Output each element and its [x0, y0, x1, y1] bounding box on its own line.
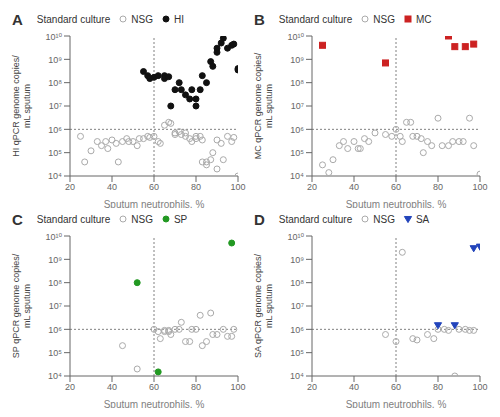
svg-text:100: 100	[472, 182, 487, 192]
svg-text:10⁴: 10⁴	[48, 371, 62, 381]
svg-text:60: 60	[149, 182, 159, 192]
html-text:NSG: NSG	[131, 213, 153, 225]
svg-text:10⁵: 10⁵	[290, 348, 304, 358]
html-text:NSG: NSG	[373, 213, 395, 225]
html-text:SA: SA	[415, 213, 430, 225]
svg-text:10¹⁰: 10¹⁰	[287, 232, 304, 242]
svg-text:Sputum neutrophils, %: Sputum neutrophils, %	[346, 399, 447, 408]
svg-text:100: 100	[230, 182, 245, 192]
svg-text:10⁶: 10⁶	[290, 125, 304, 135]
html-text:Standard culture: Standard culture	[36, 213, 111, 225]
html-text:C: C	[12, 210, 23, 228]
svg-text:Sputum neutrophils, %: Sputum neutrophils, %	[104, 399, 205, 408]
svg-text:Sputum neutrophils, %: Sputum neutrophils, %	[104, 199, 205, 208]
svg-text:60: 60	[391, 382, 401, 392]
svg-text:40: 40	[107, 382, 117, 392]
svg-text:80: 80	[433, 382, 443, 392]
svg-text:10⁵: 10⁵	[290, 148, 304, 158]
svg-text:10⁶: 10⁶	[48, 325, 62, 335]
svg-text:10⁴: 10⁴	[48, 171, 62, 181]
html-text:NSG: NSG	[373, 13, 395, 25]
html-text:Standard culture: Standard culture	[278, 213, 353, 225]
html-text:HI: HI	[173, 13, 184, 25]
svg-text:80: 80	[433, 182, 443, 192]
svg-text:10⁴: 10⁴	[290, 171, 304, 181]
svg-text:10⁸: 10⁸	[290, 78, 304, 88]
svg-text:10¹⁰: 10¹⁰	[45, 32, 62, 42]
svg-text:10⁹: 10⁹	[290, 55, 304, 65]
svg-text:SP qPCR genome copies/mL sputu: SP qPCR genome copies/mL sputum	[11, 253, 32, 358]
svg-text:MC qPCR genome copies/mL sputu: MC qPCR genome copies/mL sputum	[253, 52, 274, 159]
svg-text:10⁹: 10⁹	[290, 255, 304, 265]
svg-text:10⁹: 10⁹	[48, 255, 62, 265]
svg-text:80: 80	[191, 182, 201, 192]
html-text:A: A	[12, 10, 23, 28]
html-text:B: B	[254, 10, 265, 28]
html-text:MC: MC	[415, 13, 432, 25]
html-text:NSG: NSG	[131, 13, 153, 25]
svg-text:10⁶: 10⁶	[290, 325, 304, 335]
svg-text:10⁷: 10⁷	[291, 101, 304, 111]
svg-text:10¹⁰: 10¹⁰	[287, 32, 304, 42]
svg-text:60: 60	[149, 382, 159, 392]
svg-text:10⁸: 10⁸	[290, 278, 304, 288]
svg-text:20: 20	[65, 182, 75, 192]
svg-text:Sputum neutrophils, %: Sputum neutrophils, %	[346, 199, 447, 208]
svg-text:10⁶: 10⁶	[48, 125, 62, 135]
svg-text:10⁵: 10⁵	[48, 148, 62, 158]
svg-text:10⁸: 10⁸	[48, 278, 62, 288]
svg-text:100: 100	[230, 382, 245, 392]
svg-text:40: 40	[349, 182, 359, 192]
html-text:D: D	[254, 210, 265, 228]
svg-text:10⁷: 10⁷	[49, 101, 62, 111]
svg-text:10⁷: 10⁷	[291, 301, 304, 311]
svg-text:40: 40	[349, 382, 359, 392]
svg-text:60: 60	[391, 182, 401, 192]
html-text:Standard culture: Standard culture	[36, 13, 111, 25]
svg-text:10⁷: 10⁷	[49, 301, 62, 311]
svg-text:10⁹: 10⁹	[48, 55, 62, 65]
svg-text:HI qPCR genome copies/mL sputu: HI qPCR genome copies/mL sputum	[11, 55, 32, 157]
svg-text:40: 40	[107, 182, 117, 192]
svg-text:SA qPCR genome copies/mL sputu: SA qPCR genome copies/mL sputum	[253, 253, 274, 358]
svg-text:100: 100	[472, 382, 487, 392]
svg-text:10⁴: 10⁴	[290, 371, 304, 381]
svg-text:20: 20	[65, 382, 75, 392]
svg-text:20: 20	[307, 382, 317, 392]
svg-text:20: 20	[307, 182, 317, 192]
svg-text:10⁸: 10⁸	[48, 78, 62, 88]
svg-text:10¹⁰: 10¹⁰	[45, 232, 62, 242]
svg-text:80: 80	[191, 382, 201, 392]
svg-text:10⁵: 10⁵	[48, 348, 62, 358]
html-text:SP: SP	[173, 213, 188, 225]
html-text:Standard culture: Standard culture	[278, 13, 353, 25]
